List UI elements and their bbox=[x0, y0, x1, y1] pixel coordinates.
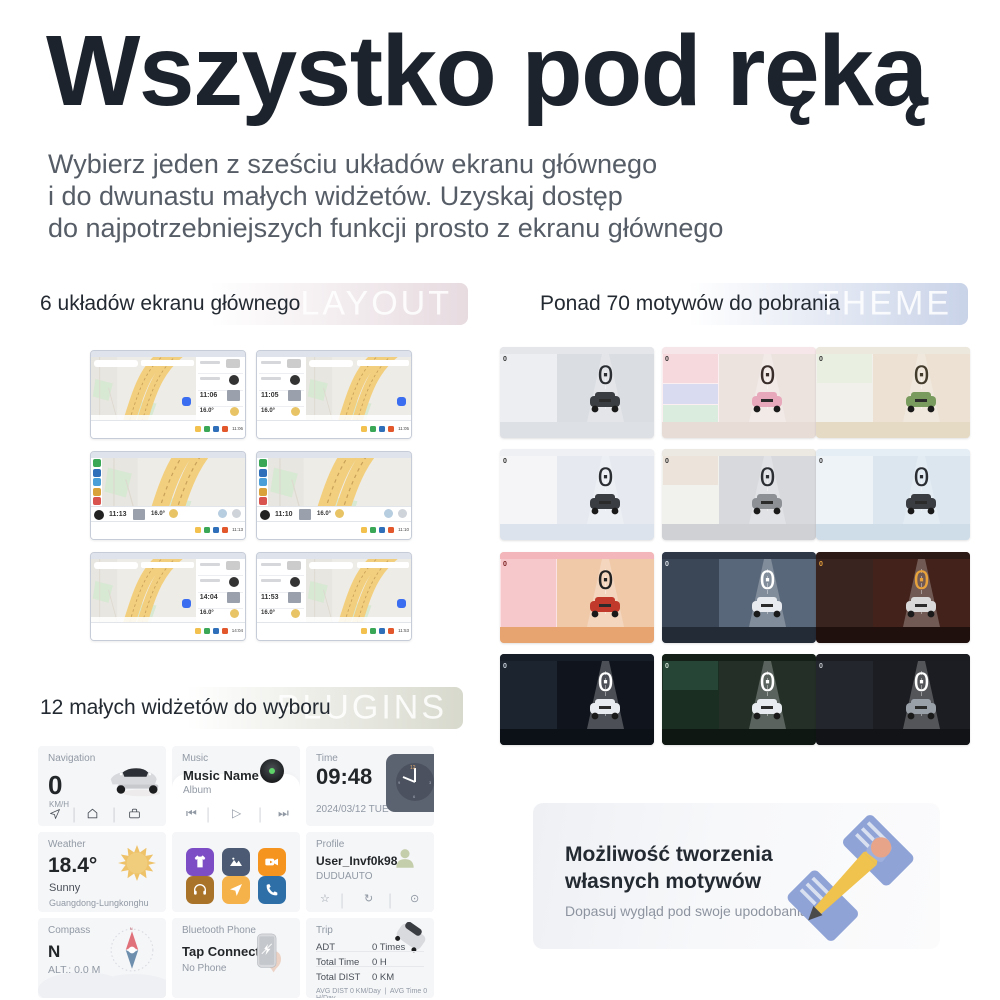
svg-text:12: 12 bbox=[410, 765, 416, 771]
svg-text:N: N bbox=[130, 927, 133, 931]
